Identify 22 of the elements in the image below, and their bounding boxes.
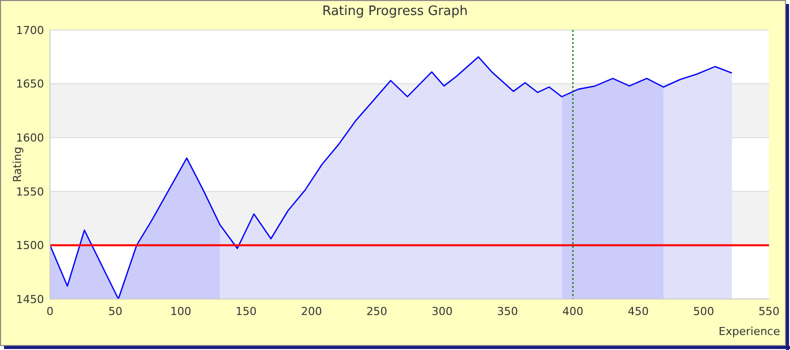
x-tick-label: 450 [628,305,649,318]
y-tick-label: 1650 [16,78,44,91]
chart-title: Rating Progress Graph [322,4,468,19]
x-tick-label: 0 [46,305,54,318]
x-axis-title: Experience [718,325,780,338]
x-tick-label: 200 [300,305,322,318]
x-tick-label: 400 [562,305,584,318]
y-tick-label: 1700 [16,24,44,37]
x-tick-label: 500 [693,305,714,318]
x-tick-label: 350 [497,305,518,318]
x-tick-label: 100 [170,305,192,318]
x-tick-label: 300 [432,305,453,318]
y-tick-label: 1600 [16,131,44,144]
y-tick-label: 1550 [16,185,44,198]
x-tick-label: 150 [236,305,257,318]
x-tick-label: 50 [108,305,122,318]
y-tick-label: 1500 [16,239,44,252]
y-tick-label: 1450 [16,292,44,306]
line-series [49,56,733,300]
x-tick-label: 250 [366,305,388,318]
x-tick-label: 550 [758,305,780,318]
y-axis-title: Rating [11,146,24,182]
